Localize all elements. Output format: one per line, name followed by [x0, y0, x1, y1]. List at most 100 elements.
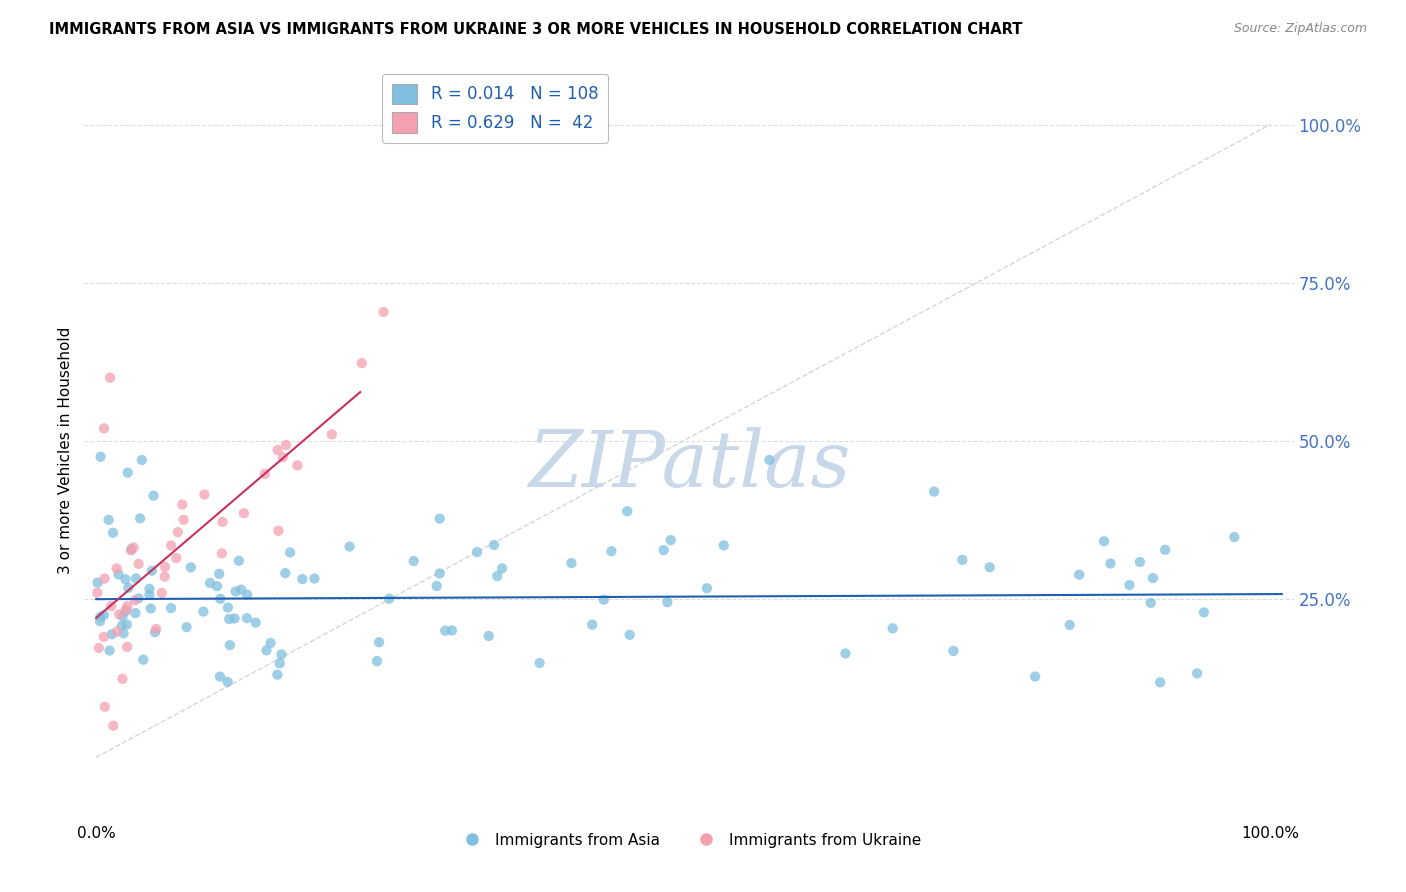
Point — [350, 356, 373, 370]
Point — [478, 629, 501, 643]
Point — [217, 674, 239, 689]
Point — [111, 609, 134, 624]
Point — [225, 584, 247, 599]
Point — [122, 541, 145, 555]
Point — [659, 533, 682, 547]
Point — [834, 647, 856, 661]
Point — [129, 511, 152, 525]
Point — [218, 612, 240, 626]
Point — [219, 638, 242, 652]
Point — [143, 625, 166, 640]
Point — [193, 605, 215, 619]
Point — [150, 586, 173, 600]
Point — [166, 525, 188, 540]
Point — [124, 606, 146, 620]
Point — [696, 581, 718, 595]
Point — [101, 525, 124, 540]
Point — [160, 601, 183, 615]
Point — [266, 667, 288, 681]
Point — [882, 621, 904, 635]
Point — [339, 540, 361, 554]
Point — [245, 615, 267, 630]
Point — [208, 566, 231, 581]
Point — [86, 585, 108, 599]
Point — [141, 564, 163, 578]
Point — [228, 554, 250, 568]
Point — [368, 635, 391, 649]
Point — [1139, 596, 1161, 610]
Point — [287, 458, 309, 473]
Point — [224, 611, 246, 625]
Point — [128, 591, 150, 606]
Point — [209, 591, 232, 606]
Point — [1223, 530, 1246, 544]
Point — [115, 617, 138, 632]
Point — [758, 453, 780, 467]
Point — [426, 579, 449, 593]
Point — [139, 601, 162, 615]
Point — [1059, 618, 1081, 632]
Point — [657, 595, 679, 609]
Point — [1129, 555, 1152, 569]
Point — [208, 670, 231, 684]
Point — [652, 543, 675, 558]
Point — [321, 427, 343, 442]
Point — [193, 487, 215, 501]
Point — [482, 538, 505, 552]
Point — [172, 498, 194, 512]
Point — [1154, 542, 1177, 557]
Point — [117, 599, 139, 614]
Point — [93, 630, 115, 644]
Point — [101, 627, 124, 641]
Point — [89, 610, 111, 624]
Point — [429, 566, 451, 581]
Point — [205, 579, 228, 593]
Point — [253, 467, 276, 481]
Text: Source: ZipAtlas.com: Source: ZipAtlas.com — [1233, 22, 1367, 36]
Point — [132, 653, 155, 667]
Point — [176, 620, 198, 634]
Point — [1142, 571, 1164, 585]
Point — [440, 624, 463, 638]
Point — [142, 489, 165, 503]
Point — [259, 636, 281, 650]
Point — [1185, 666, 1208, 681]
Point — [124, 593, 146, 607]
Point — [274, 438, 297, 452]
Point — [105, 624, 128, 639]
Point — [115, 603, 138, 617]
Legend: Immigrants from Asia, Immigrants from Ukraine: Immigrants from Asia, Immigrants from Uk… — [451, 827, 927, 854]
Point — [267, 524, 290, 538]
Point — [107, 567, 129, 582]
Point — [1192, 606, 1215, 620]
Point — [120, 543, 142, 558]
Point — [98, 370, 121, 384]
Point — [236, 588, 259, 602]
Point — [115, 640, 138, 654]
Point — [1099, 557, 1122, 571]
Point — [111, 618, 134, 632]
Point — [950, 553, 973, 567]
Point — [366, 654, 388, 668]
Point — [87, 640, 110, 655]
Point — [153, 560, 176, 574]
Text: IMMIGRANTS FROM ASIA VS IMMIGRANTS FROM UKRAINE 3 OR MORE VEHICLES IN HOUSEHOLD : IMMIGRANTS FROM ASIA VS IMMIGRANTS FROM … — [49, 22, 1022, 37]
Point — [103, 719, 125, 733]
Point — [529, 656, 551, 670]
Point — [1149, 675, 1171, 690]
Point — [486, 569, 509, 583]
Point — [267, 443, 290, 458]
Y-axis label: 3 or more Vehicles in Household: 3 or more Vehicles in Household — [58, 326, 73, 574]
Point — [274, 566, 297, 581]
Point — [94, 699, 117, 714]
Point — [93, 607, 115, 622]
Point — [1092, 534, 1115, 549]
Point — [429, 511, 451, 525]
Point — [211, 546, 233, 560]
Point — [211, 515, 233, 529]
Point — [153, 569, 176, 583]
Point — [217, 600, 239, 615]
Point — [98, 643, 121, 657]
Point — [100, 599, 122, 614]
Point — [269, 657, 291, 671]
